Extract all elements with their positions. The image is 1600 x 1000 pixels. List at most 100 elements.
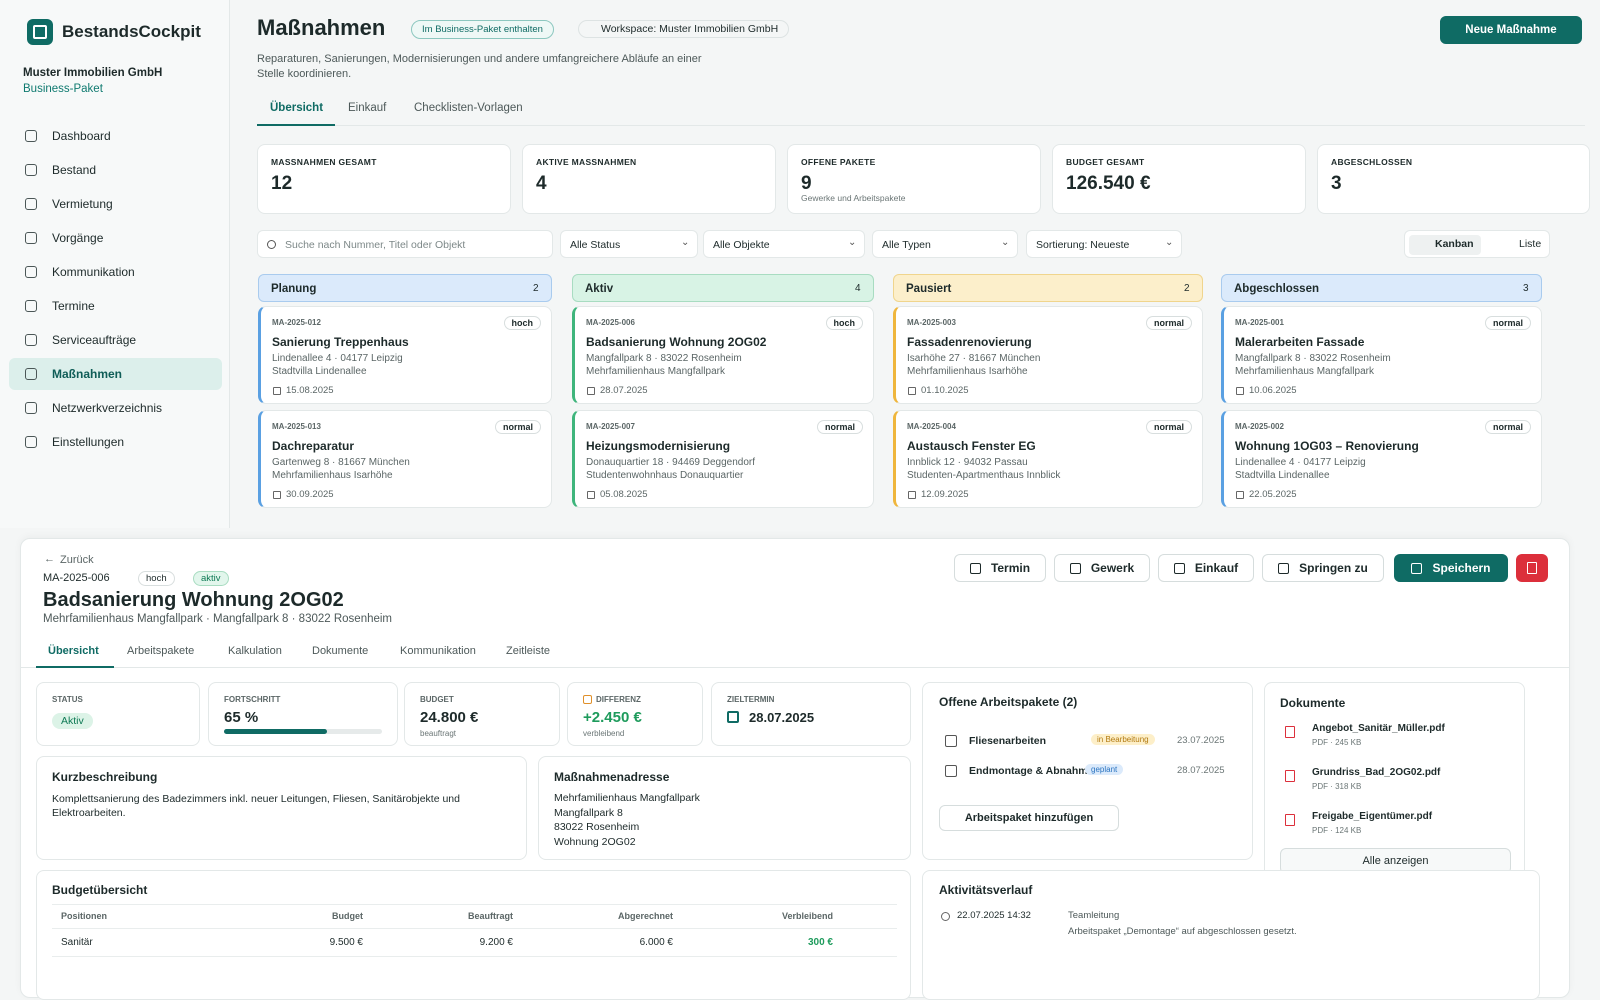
stat-card: MASSNAHMEN GESAMT 12 (257, 144, 511, 214)
card-date: 05.08.2025 (600, 489, 648, 500)
new-button[interactable]: Neue Maßnahme (1440, 16, 1582, 44)
nav-item[interactable]: Dashboard (20, 122, 220, 150)
tab[interactable]: Checklisten-Vorlagen (414, 102, 523, 114)
stat-value: 4 (536, 173, 547, 194)
pdf-icon (1285, 770, 1295, 782)
detail-tab-rule (21, 667, 1569, 668)
stat-value: 126.540 € (1066, 173, 1151, 194)
activity-author: Teamleitung (1068, 910, 1120, 921)
kanban-card[interactable]: MA-2025-002 normal Wohnung 1OG03 – Renovie… (1221, 410, 1542, 508)
detail-tab[interactable]: Kalkulation (228, 645, 282, 657)
checkbox[interactable] (945, 765, 957, 777)
back-link[interactable]: Zurück (60, 554, 94, 566)
kpi-label: DIFFERENZ (596, 695, 641, 704)
chevron: ⌄ (1001, 237, 1010, 248)
page-description: Reparaturen, Sanierungen, Modernisierung… (257, 53, 702, 80)
action-button[interactable]: Termin (954, 554, 1046, 582)
tab[interactable]: Übersicht (270, 102, 324, 114)
table-header: Abgerechnet (617, 911, 673, 921)
nav-item[interactable]: Bestand (20, 156, 220, 184)
kpi-card: BUDGET 24.800 € beauftragt (404, 682, 560, 746)
tab[interactable]: Einkauf (348, 102, 387, 114)
delete-button[interactable] (1516, 554, 1548, 582)
kanban-card[interactable]: MA-2025-003 normal Fassadenrenovierung Isar… (893, 306, 1203, 404)
filter-select[interactable]: Sortierung: Neueste ⌄ (1026, 230, 1182, 258)
nav-label: Dashboard (52, 129, 111, 143)
nav-item[interactable]: Einstellungen (20, 428, 220, 456)
stat-label: OFFENE PAKETE (801, 157, 876, 167)
priority-badge: normal (1145, 420, 1192, 434)
card-date: 01.10.2025 (921, 385, 969, 396)
nav-label: Vorgänge (52, 231, 104, 245)
detail-tab[interactable]: Kommunikation (400, 645, 476, 657)
document-name[interactable]: Freigabe_Eigentümer.pdf (1312, 811, 1433, 822)
action-button[interactable]: Gewerk (1054, 554, 1150, 582)
card-id: MA-2025-007 (586, 422, 635, 431)
kpi-icon (583, 695, 592, 704)
calendar-icon (908, 387, 916, 395)
view-option[interactable]: Liste (1519, 238, 1542, 250)
checkbox[interactable] (945, 735, 957, 747)
kpi-value: +2.450 € (583, 709, 642, 726)
filter-select[interactable]: Alle Typen ⌄ (872, 230, 1018, 258)
nav-item[interactable]: Netzwerkverzeichnis (20, 394, 220, 422)
table-header: Verbleibend (781, 911, 833, 921)
document-name[interactable]: Angebot_Sanitär_Müller.pdf (1312, 723, 1445, 734)
action-button[interactable]: Speichern (1394, 554, 1508, 582)
kanban-card[interactable]: MA-2025-001 normal Malerarbeiten Fassade Ma… (1221, 306, 1542, 404)
nav-item[interactable]: Maßnahmen (20, 360, 220, 388)
address-line: Mangfallpark 8 (554, 806, 623, 819)
detail-tab[interactable]: Zeitleiste (506, 645, 551, 657)
filter-select[interactable]: Alle Status ⌄ (560, 230, 698, 258)
action-icon (1278, 562, 1290, 574)
detail-tab[interactable]: Dokumente (312, 645, 369, 657)
view-toggle: Kanban Liste (1404, 230, 1550, 258)
nav-label: Maßnahmen (52, 367, 123, 381)
package-name: Fliesenarbeiten (969, 735, 1047, 747)
kanban-card[interactable]: MA-2025-012 hoch Sanierung Treppenhaus Lind… (258, 306, 552, 404)
calendar-icon (273, 491, 281, 499)
kpi-icon (727, 711, 739, 723)
card-id: MA-2025-013 (272, 422, 321, 431)
add-package-button[interactable]: Arbeitspaket hinzufügen (939, 805, 1119, 831)
clock-icon (941, 912, 950, 921)
card-id: MA-2025-012 (272, 318, 321, 327)
nav-label: Einstellungen (52, 435, 125, 449)
nav-item[interactable]: Serviceaufträge (20, 326, 220, 354)
action-button[interactable]: Springen zu (1262, 554, 1384, 582)
card-object: Studentenwohnhaus Donauquartier (586, 470, 744, 481)
sidebar (0, 0, 230, 528)
card-object: Studenten-Apartmenthaus Innblick (907, 470, 1061, 481)
progress-bar (224, 729, 327, 734)
calendar-icon (1236, 387, 1244, 395)
search-input[interactable]: Suche nach Nummer, Titel oder Objekt (257, 230, 553, 258)
nav-item[interactable]: Kommunikation (20, 258, 220, 286)
budget-card: Budgetübersicht Positionen Budget Beauftrag… (36, 870, 911, 1000)
detail-tab[interactable]: Übersicht (48, 645, 99, 657)
kanban-card[interactable]: MA-2025-006 hoch Badsanierung Wohnung 2OG0… (572, 306, 874, 404)
document-name[interactable]: Grundriss_Bad_2OG02.pdf (1312, 767, 1441, 778)
brand-logo (27, 19, 53, 45)
card-id: MA-2025-001 (1235, 318, 1284, 327)
card-address: Isarhöhe 27 · 81667 München (907, 353, 1041, 364)
nav-item[interactable]: Termine (20, 292, 220, 320)
nav-item[interactable]: Vermietung (20, 190, 220, 218)
nav-icon (25, 368, 37, 380)
action-icon (1069, 562, 1081, 574)
action-button[interactable]: Einkauf (1158, 554, 1254, 582)
view-option[interactable]: Kanban (1435, 238, 1474, 250)
chevron: ⌄ (681, 237, 690, 248)
search-icon (267, 240, 276, 249)
chevron: ⌄ (848, 237, 857, 248)
filter-select[interactable]: Alle Objekte ⌄ (703, 230, 865, 258)
kanban-card[interactable]: MA-2025-004 normal Austausch Fenster EG Inn… (893, 410, 1203, 508)
kpi-label: BUDGET (420, 695, 454, 704)
nav-item[interactable]: Vorgänge (20, 224, 220, 252)
card-object: Mehrfamilienhaus Mangfallpark (1235, 366, 1374, 377)
detail-tab[interactable]: Arbeitspakete (127, 645, 195, 657)
kanban-card[interactable]: MA-2025-013 normal Dachreparatur Gartenweg … (258, 410, 552, 508)
kanban-header: Abgeschlossen 3 (1221, 274, 1542, 302)
nav-label: Serviceaufträge (52, 333, 137, 347)
kanban-card[interactable]: MA-2025-007 normal Heizungsmodernisierung D… (572, 410, 874, 508)
